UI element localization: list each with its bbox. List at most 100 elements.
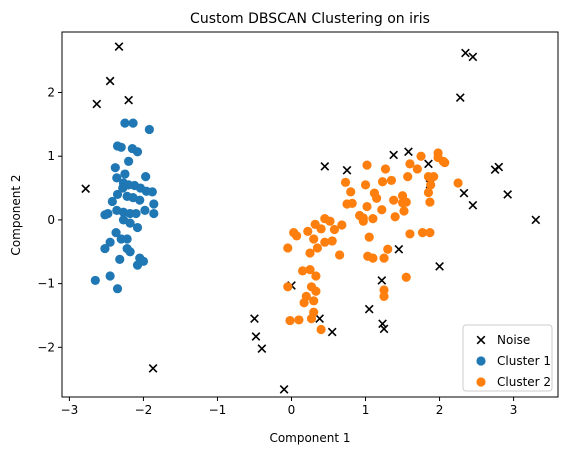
cluster-1-point bbox=[111, 228, 121, 238]
noise-point bbox=[435, 262, 444, 271]
plot-area-frame bbox=[61, 31, 559, 398]
cluster-2-point bbox=[426, 180, 436, 190]
cluster-1-point bbox=[105, 271, 115, 281]
cluster-2-point bbox=[309, 296, 319, 306]
cluster-2-point bbox=[399, 206, 409, 216]
cluster-2-point bbox=[325, 216, 335, 226]
noise-point bbox=[424, 159, 433, 169]
cluster-2-point bbox=[311, 271, 321, 281]
cluster-2-point bbox=[405, 229, 415, 239]
cluster-1-point bbox=[144, 124, 154, 135]
noise-point bbox=[503, 190, 513, 199]
points-layer bbox=[81, 42, 541, 394]
cluster-1-point bbox=[105, 237, 115, 247]
legend-label-noise: Noise bbox=[497, 333, 530, 347]
cluster-2-point bbox=[401, 272, 411, 282]
cluster-2-point bbox=[294, 315, 304, 325]
cluster-2-point bbox=[327, 236, 337, 246]
cluster-2-point bbox=[368, 214, 378, 224]
noise-point bbox=[468, 52, 478, 62]
noise-point bbox=[92, 99, 102, 109]
cluster-2-point bbox=[417, 228, 428, 238]
cluster-2-point bbox=[372, 193, 382, 203]
cluster-2-point bbox=[383, 244, 393, 254]
noise-point bbox=[389, 150, 399, 160]
y-tick-label: 1 bbox=[47, 149, 55, 163]
cluster-1-point bbox=[112, 284, 123, 294]
cluster-1-point bbox=[132, 147, 143, 157]
cluster-2-point bbox=[311, 286, 321, 296]
cluster-1-point bbox=[147, 187, 157, 197]
cluster-2-point bbox=[416, 151, 426, 161]
cluster-1-point bbox=[116, 142, 126, 152]
cluster-2-point bbox=[303, 226, 313, 236]
noise-point bbox=[379, 324, 389, 334]
legend: Noise Cluster 1 Cluster 2 bbox=[462, 324, 553, 392]
cluster-1-point bbox=[107, 196, 117, 207]
cluster-2-point bbox=[386, 175, 397, 186]
cluster-1-point bbox=[112, 173, 122, 183]
cluster-2-point bbox=[405, 159, 415, 169]
cluster-2-point bbox=[379, 253, 389, 263]
cluster-2-point bbox=[453, 178, 463, 188]
x-tick-label: −1 bbox=[209, 403, 227, 417]
cluster-1-point bbox=[120, 169, 130, 179]
legend-label-cluster-2: Cluster 2 bbox=[497, 375, 551, 389]
cluster-2-point bbox=[292, 231, 302, 241]
cluster-2-point bbox=[337, 220, 347, 230]
cluster-2-point bbox=[309, 307, 319, 317]
noise-point bbox=[315, 314, 324, 324]
legend-marker-noise bbox=[476, 335, 486, 345]
cluster-1-point bbox=[125, 247, 135, 257]
noise-point bbox=[124, 95, 133, 105]
cluster-2-point bbox=[360, 180, 371, 190]
cluster-1-point bbox=[125, 218, 135, 228]
cluster-2-point bbox=[429, 171, 439, 182]
cluster-2-point bbox=[379, 285, 389, 295]
cluster-1-point bbox=[120, 118, 130, 128]
cluster-2-point bbox=[358, 216, 368, 226]
noise-point bbox=[459, 188, 469, 198]
cluster-1-point bbox=[131, 208, 141, 219]
cluster-2-point bbox=[297, 266, 308, 276]
y-tick-label: 2 bbox=[47, 86, 55, 100]
noise-point bbox=[257, 344, 267, 353]
cluster-1-point bbox=[100, 210, 110, 220]
x-axis-label: Component 1 bbox=[269, 431, 350, 445]
cluster-2-point bbox=[379, 291, 389, 301]
cluster-2-point bbox=[340, 177, 351, 187]
noise-point bbox=[378, 319, 387, 329]
noise-point bbox=[105, 76, 115, 86]
cluster-1-point bbox=[115, 254, 125, 265]
cluster-2-point bbox=[440, 157, 450, 168]
cluster-2-point bbox=[362, 201, 372, 212]
noise-point bbox=[377, 276, 387, 285]
y-tick-label: −2 bbox=[37, 340, 55, 354]
cluster-2-point bbox=[390, 212, 400, 222]
noise-point bbox=[394, 244, 404, 254]
cluster-1-point bbox=[140, 205, 150, 215]
x-tick-label: 3 bbox=[510, 403, 518, 417]
cluster-2-point bbox=[412, 164, 422, 174]
cluster-1-point bbox=[141, 171, 151, 182]
cluster-2-point bbox=[380, 164, 391, 174]
cluster-1-point bbox=[135, 195, 145, 205]
legend-label-cluster-1: Cluster 1 bbox=[497, 354, 551, 368]
cluster-1-point bbox=[149, 199, 159, 209]
noise-point bbox=[114, 42, 124, 52]
noise-point bbox=[250, 314, 259, 324]
cluster-2-point bbox=[346, 187, 356, 197]
cluster-2-point bbox=[403, 171, 413, 182]
noise-point bbox=[494, 162, 504, 172]
y-axis-label: Component 2 bbox=[9, 174, 23, 255]
cluster-2-point bbox=[283, 243, 293, 253]
noise-point bbox=[455, 93, 465, 102]
cluster-2-point bbox=[316, 324, 326, 335]
cluster-2-point bbox=[329, 224, 340, 235]
noise-point bbox=[461, 48, 470, 58]
cluster-2-point bbox=[401, 197, 411, 207]
cluster-1-point bbox=[112, 189, 123, 200]
noise-point bbox=[327, 327, 337, 337]
x-tick-label: −3 bbox=[61, 403, 79, 417]
